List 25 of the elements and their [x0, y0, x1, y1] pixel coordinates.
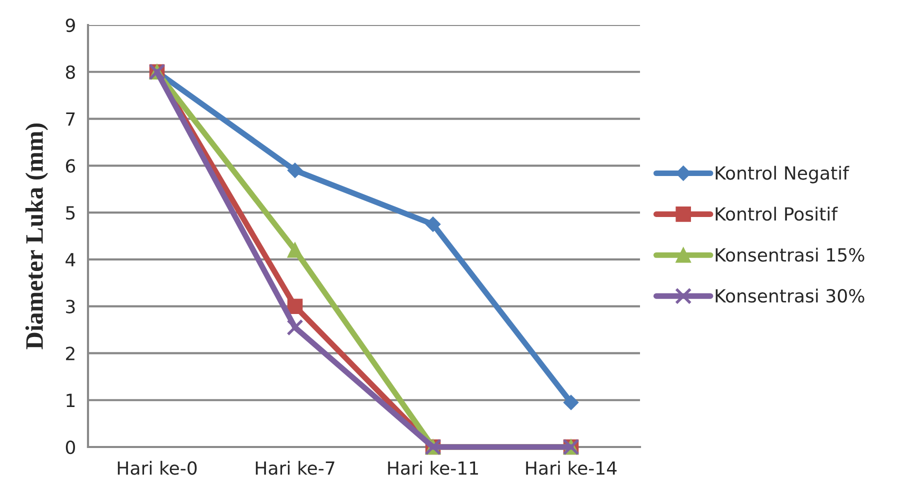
- point: [425, 216, 441, 232]
- y-axis-title: Diameter Luka (mm): [25, 123, 48, 350]
- x-tick-label: Hari ke-7: [256, 460, 334, 475]
- y-tick-label: 7: [66, 112, 75, 126]
- point: [287, 242, 303, 258]
- legend-label: Kontrol Positif: [716, 206, 838, 221]
- point: [563, 394, 579, 410]
- legend-label: Konsentrasi 15%: [716, 248, 864, 262]
- y-tick-label: 3: [66, 300, 75, 314]
- point: [286, 319, 304, 336]
- x-tick-label: Hari ke-14: [526, 460, 617, 475]
- y-tick-label: 9: [66, 18, 75, 32]
- y-tick-label: 1: [66, 394, 75, 407]
- y-tick-label: 5: [66, 206, 75, 220]
- y-tick-label: 2: [66, 346, 74, 360]
- y-tick-label: 4: [66, 253, 76, 266]
- point: [287, 162, 303, 178]
- x-tick-label: Hari ke-0: [118, 460, 197, 475]
- legend-label: Kontrol Negatif: [716, 166, 850, 184]
- y-tick-label: 6: [66, 159, 76, 173]
- y-tick-label: 0: [66, 440, 75, 454]
- y-tick-label: 8: [66, 65, 75, 80]
- x-tick-label: Hari ke-11: [388, 460, 478, 475]
- point: [287, 298, 303, 314]
- legend-label: Konsentrasi 30%: [716, 288, 864, 303]
